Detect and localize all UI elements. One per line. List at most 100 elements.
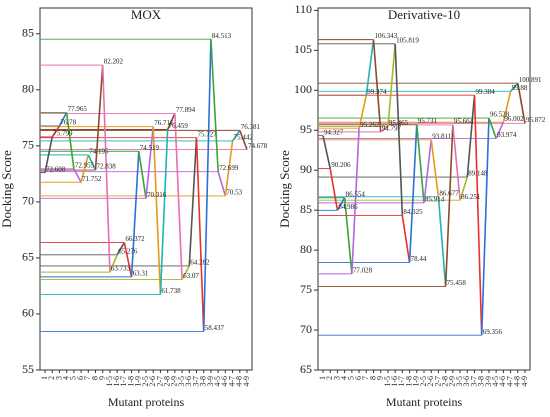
y-tick-label: 85: [22, 26, 34, 40]
y-tick-label: 75: [22, 138, 34, 152]
data-label: 78.44: [411, 255, 427, 263]
line-segment: [336, 197, 346, 211]
x-tick-label: 1-6: [112, 376, 121, 387]
data-label: 86.554: [346, 190, 366, 198]
data-label: 84.513: [212, 32, 232, 40]
y-tick-label: 80: [300, 242, 312, 256]
data-label: 86.677: [439, 189, 459, 197]
y-tick-label: 90: [300, 162, 312, 176]
x-tick-label: 2-5: [141, 376, 150, 387]
x-tick-label: 4-7: [227, 376, 236, 387]
data-label: 95.731: [418, 117, 438, 125]
line-segment: [73, 168, 82, 183]
line-segment: [516, 83, 526, 124]
x-tick-label: 2: [47, 376, 56, 380]
data-label: 70.53: [226, 189, 242, 197]
line-segment: [444, 124, 454, 287]
line-segment: [58, 112, 68, 127]
x-tick-label: 6: [76, 376, 85, 380]
x-tick-label: 4-9: [242, 376, 251, 387]
line-segment: [423, 139, 433, 203]
data-label: 75.442: [234, 134, 254, 142]
x-axis-label: Mutant proteins: [386, 395, 463, 409]
x-tick-label: 4-8: [235, 376, 244, 387]
x-tick-label: 1: [318, 376, 327, 380]
y-tick-label: 95: [300, 122, 312, 136]
data-label: 70.316: [147, 191, 167, 199]
data-label: 75.458: [447, 279, 467, 287]
x-tick-label: 1-8: [404, 376, 413, 387]
data-label: 66.372: [125, 235, 145, 243]
line-segment: [480, 118, 490, 336]
data-label: 86.251: [461, 193, 481, 201]
x-tick-label: 4-6: [220, 376, 229, 387]
x-tick-label: 3: [54, 376, 63, 380]
line-segment: [495, 121, 505, 139]
x-tick-label: 5: [69, 376, 78, 380]
line-segment: [224, 140, 234, 197]
data-label: 77.965: [68, 105, 88, 113]
line-segment: [509, 82, 519, 92]
line-segment: [217, 171, 227, 197]
data-label: 95.664: [454, 118, 474, 126]
line-segment: [466, 95, 476, 178]
line-segment: [372, 39, 382, 132]
y-tick-label: 70: [300, 322, 312, 336]
x-tick-label: 6: [354, 376, 363, 380]
x-tick-label: 3-9: [484, 376, 493, 387]
data-label: 77.028: [353, 266, 373, 274]
data-label: 99.374: [367, 88, 387, 96]
data-label: 95.872: [526, 116, 546, 124]
line-segment: [488, 117, 497, 139]
chart-title: Derivative-10: [388, 7, 460, 22]
x-tick-label: 4: [61, 376, 70, 380]
x-tick-label: 1-6: [390, 376, 399, 387]
data-label: 72.608: [46, 165, 66, 173]
y-tick-label: 80: [22, 82, 34, 96]
data-label: 76.716: [154, 119, 174, 127]
x-tick-label: 3-9: [206, 376, 215, 387]
line-segment: [343, 197, 353, 274]
data-label: 77.894: [176, 106, 196, 114]
data-label: 74.678: [248, 142, 268, 150]
x-tick-label: 4-5: [213, 376, 222, 387]
line-segment: [408, 124, 418, 263]
data-label: 64.282: [190, 259, 210, 267]
x-tick-label: 2-7: [155, 376, 164, 387]
x-tick-label: 1-5: [383, 376, 392, 387]
x-tick-label: 3-7: [191, 376, 200, 387]
data-label: 61.738: [161, 287, 181, 295]
data-label: 105.819: [396, 36, 419, 44]
x-tick-label: 2-9: [448, 376, 457, 387]
x-tick-label: 9: [98, 376, 107, 380]
line-segment: [130, 151, 140, 277]
line-segment: [51, 125, 61, 138]
data-label: 74.195: [89, 147, 109, 155]
x-tick-label: 2-8: [162, 376, 171, 387]
line-segment: [502, 91, 512, 123]
x-tick-label: 3-7: [469, 376, 478, 387]
y-tick-label: 65: [22, 250, 34, 264]
x-tick-label: 2-9: [170, 376, 179, 387]
x-tick-label: 2-5: [419, 376, 428, 387]
data-label: 76.459: [169, 122, 189, 130]
line-segment: [166, 113, 176, 130]
line-segment: [329, 168, 339, 211]
line-segment: [394, 43, 404, 216]
line-segment: [365, 39, 375, 96]
data-label: 84.986: [338, 203, 358, 211]
plot-frame: [317, 7, 531, 371]
y-tick-label: 105: [294, 42, 312, 56]
x-axis-label: Mutant proteins: [108, 395, 185, 409]
y-tick-label: 65: [300, 362, 312, 376]
line-segment: [80, 154, 90, 183]
line-segment: [239, 130, 248, 150]
x-tick-label: 3-8: [199, 376, 208, 387]
data-label: 85.914: [425, 195, 445, 203]
data-label: 94.797: [382, 124, 402, 132]
line-segment: [44, 136, 53, 173]
data-label: 96.528: [490, 111, 510, 119]
data-label: 106.343: [375, 32, 398, 40]
x-tick-label: 4-7: [505, 376, 514, 387]
